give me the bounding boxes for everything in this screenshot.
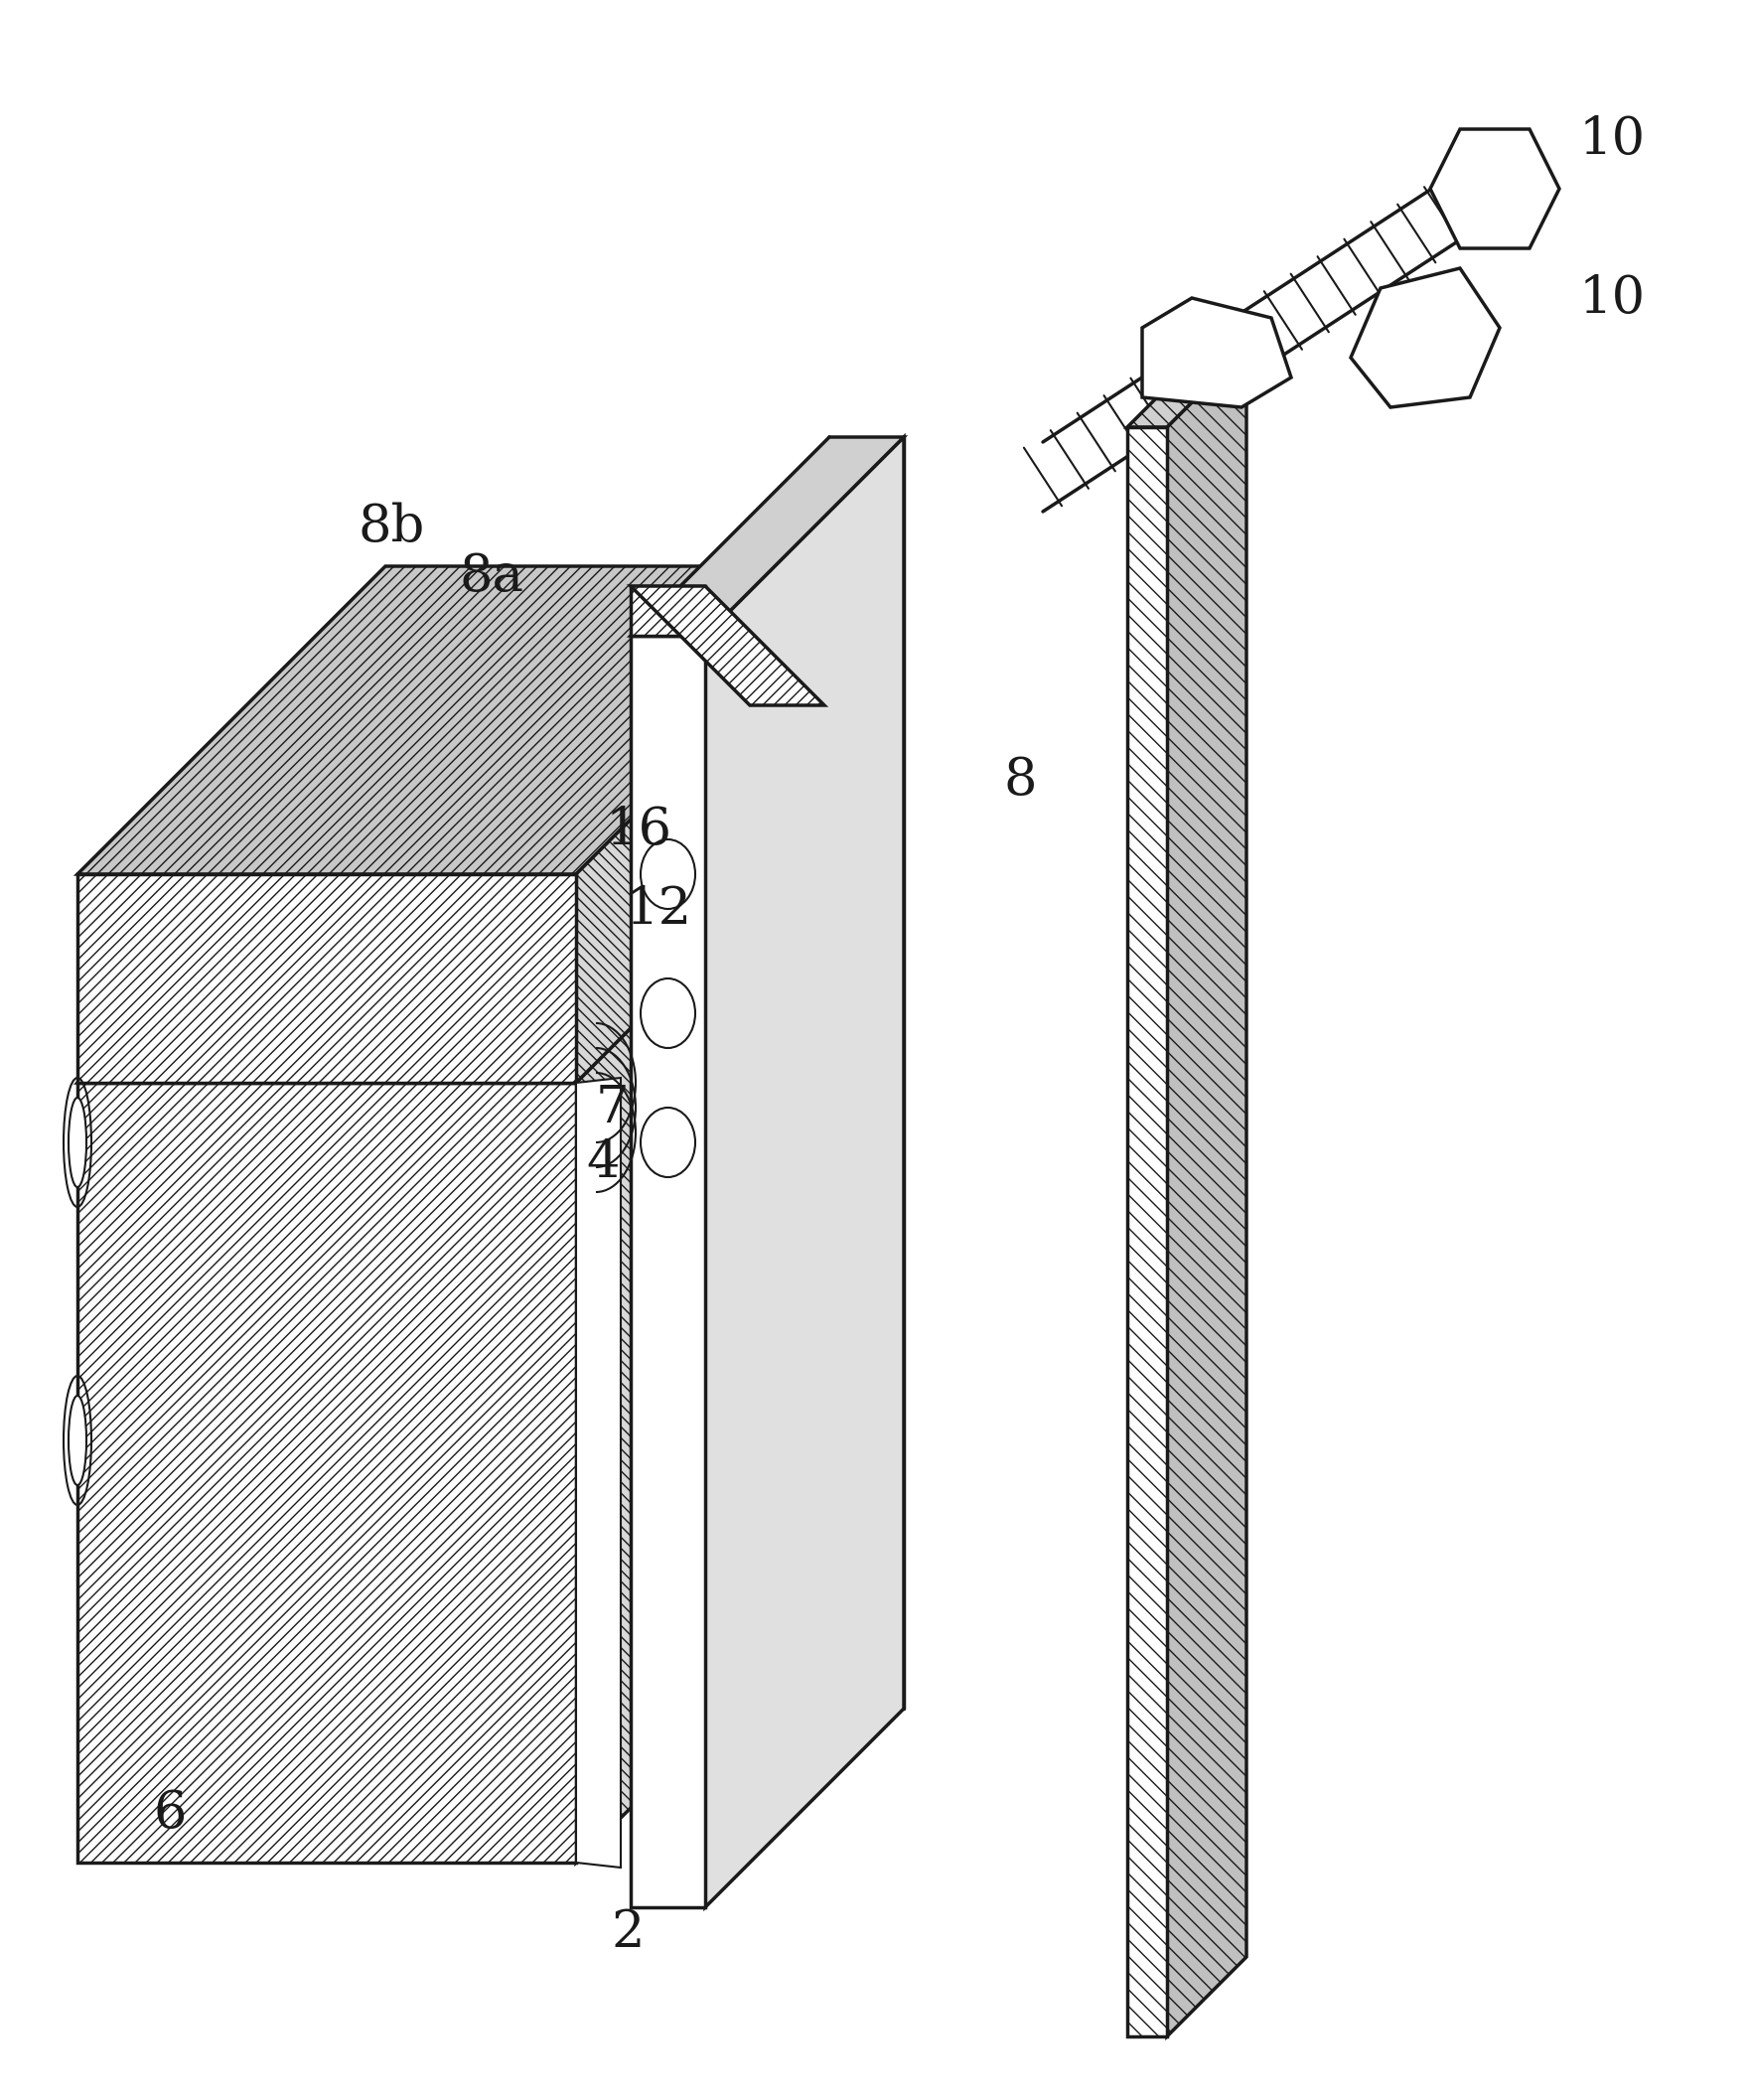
- Text: 10: 10: [1579, 273, 1646, 323]
- Text: 8b: 8b: [357, 502, 424, 552]
- Text: 7: 7: [595, 1084, 629, 1134]
- Polygon shape: [576, 1077, 622, 1867]
- Text: 4: 4: [587, 1138, 620, 1189]
- Polygon shape: [576, 1084, 616, 1863]
- Polygon shape: [77, 1084, 576, 1863]
- Polygon shape: [1431, 128, 1560, 248]
- Text: 2: 2: [611, 1907, 644, 1957]
- Polygon shape: [576, 567, 884, 1084]
- Text: 8: 8: [1003, 756, 1037, 806]
- Polygon shape: [77, 775, 884, 1084]
- Polygon shape: [1128, 349, 1247, 426]
- Polygon shape: [1166, 349, 1247, 2037]
- Ellipse shape: [641, 840, 695, 909]
- Text: 16: 16: [606, 804, 672, 855]
- Polygon shape: [630, 586, 825, 706]
- Polygon shape: [1142, 298, 1290, 407]
- Ellipse shape: [641, 979, 695, 1048]
- Ellipse shape: [641, 1107, 695, 1178]
- Text: 6: 6: [154, 1787, 187, 1840]
- Polygon shape: [576, 775, 884, 1863]
- Ellipse shape: [68, 1397, 86, 1485]
- Text: 12: 12: [625, 884, 692, 934]
- Text: 8a: 8a: [459, 552, 524, 603]
- Polygon shape: [630, 636, 706, 1907]
- Polygon shape: [77, 874, 576, 1084]
- Polygon shape: [77, 567, 884, 874]
- Polygon shape: [630, 586, 706, 636]
- Polygon shape: [1350, 269, 1499, 407]
- Polygon shape: [1128, 426, 1166, 2037]
- Text: 10: 10: [1579, 113, 1646, 166]
- Polygon shape: [630, 437, 904, 636]
- Polygon shape: [706, 437, 904, 1907]
- Ellipse shape: [68, 1098, 86, 1186]
